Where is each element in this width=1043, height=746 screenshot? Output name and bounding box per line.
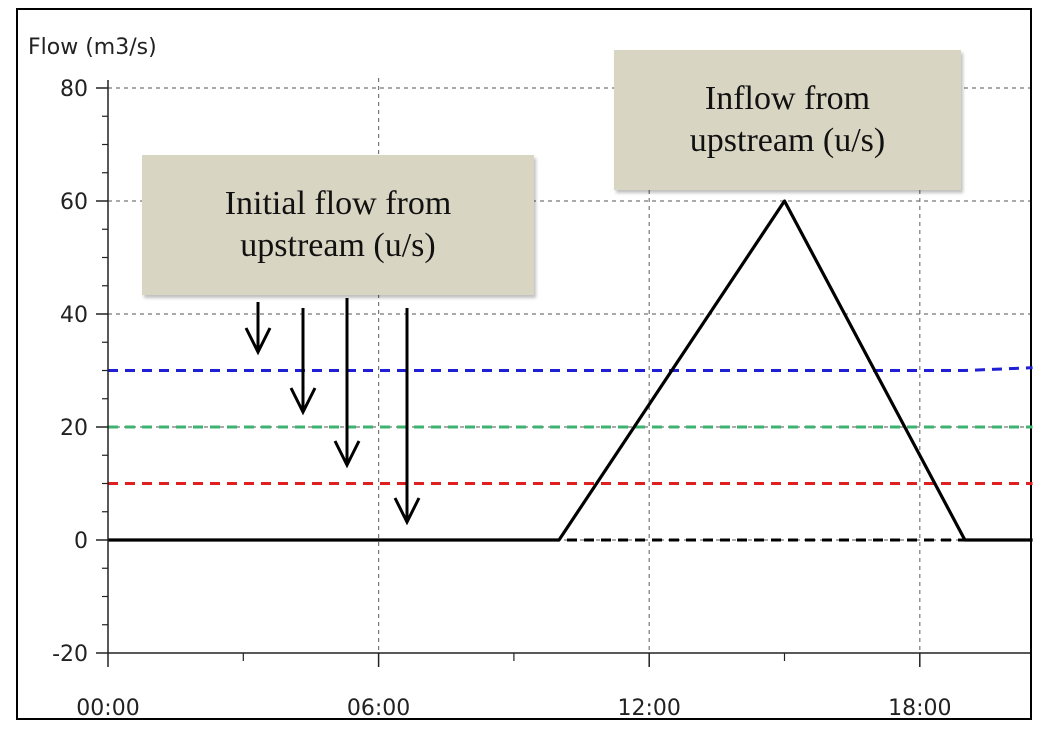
- callout-inflow: Inflow from upstream (u/s): [614, 50, 961, 190]
- callout-initial-flow: Initial flow from upstream (u/s): [142, 155, 534, 295]
- annotation-arrows: [244, 298, 421, 526]
- x-tick-label: 18:00: [888, 696, 951, 721]
- x-tick-label: 00:00: [76, 696, 139, 721]
- series-line-4: [108, 199, 1033, 542]
- y-tick-label: 60: [60, 190, 88, 215]
- y-tick-label: -20: [52, 642, 88, 667]
- x-tick-label: 06:00: [347, 696, 410, 721]
- y-tick-label: 80: [60, 77, 88, 102]
- series-line-0: [108, 366, 1033, 372]
- arrow-head-icon: [393, 497, 421, 526]
- series-layer: [108, 199, 1033, 542]
- arrow-head-icon: [244, 327, 272, 356]
- callout-initial-text: Initial flow from upstream (u/s): [224, 184, 452, 265]
- arrow-head-icon: [289, 387, 317, 416]
- arrow-head-icon: [333, 440, 361, 469]
- y-tick-label: 40: [60, 303, 88, 328]
- callout-inflow-text: Inflow from upstream (u/s): [689, 79, 886, 160]
- y-tick-label: 0: [74, 529, 88, 554]
- axes: -20 0 20 40 60 80 00:00 06:00 12:00 18:00: [52, 77, 1030, 721]
- x-tick-label: 12:00: [617, 696, 680, 721]
- y-tick-label: 20: [60, 416, 88, 441]
- y-axis-title: Flow (m3/s): [28, 35, 157, 60]
